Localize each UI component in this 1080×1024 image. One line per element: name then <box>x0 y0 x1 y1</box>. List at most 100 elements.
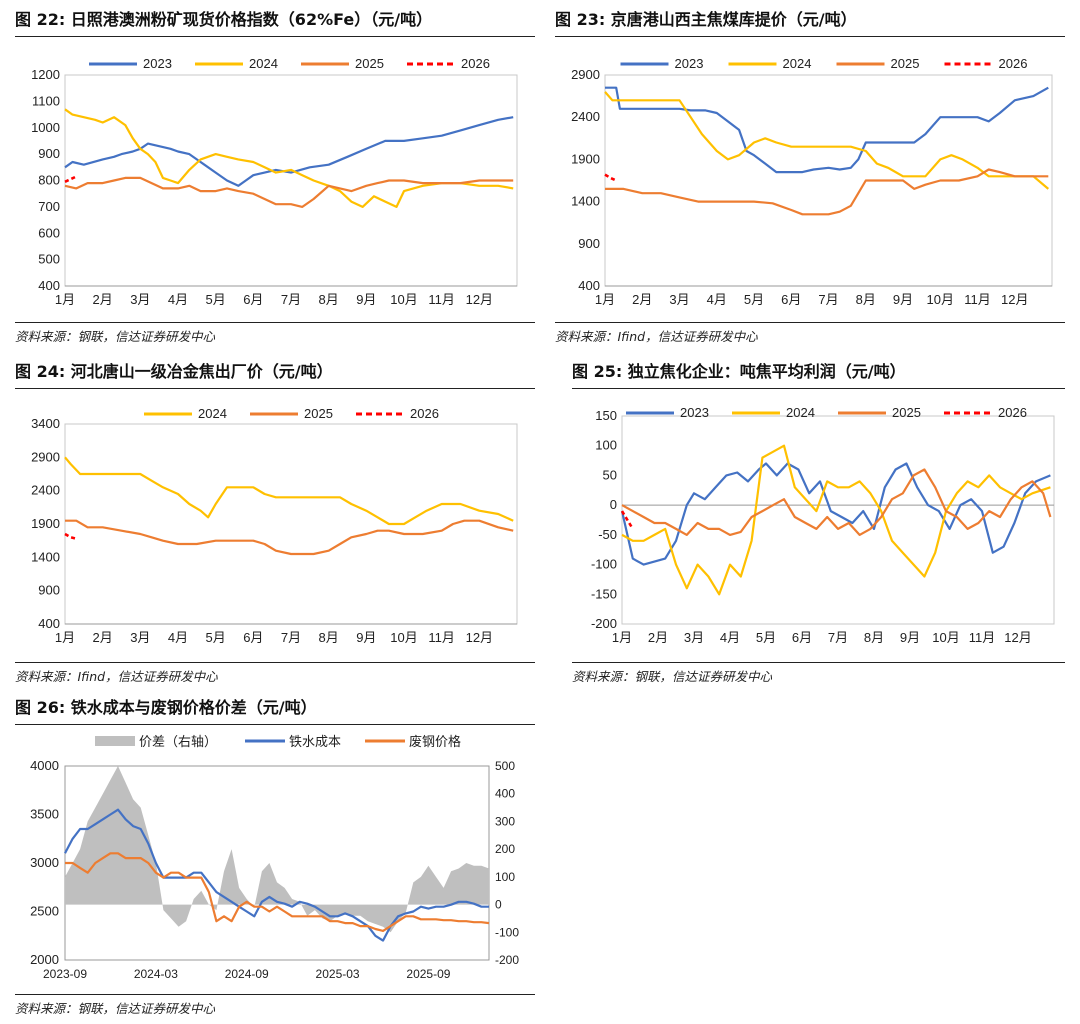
title-rule <box>572 388 1065 389</box>
legend-label: 2026 <box>410 406 439 421</box>
legend-label: 2026 <box>999 56 1028 71</box>
y2-tick-label: 300 <box>495 814 515 828</box>
x-tick-label: 8月 <box>319 292 339 307</box>
x-tick-label: 6月 <box>243 292 263 307</box>
y-tick-label: 1900 <box>31 516 60 531</box>
series-line-2026 <box>604 173 617 182</box>
y-tick-label: 1400 <box>31 549 60 564</box>
title-rule <box>15 724 535 725</box>
x-tick-label: 4月 <box>168 630 188 645</box>
x-tick-label: 5月 <box>756 630 776 645</box>
y-tick-label: 1000 <box>31 120 60 135</box>
plot-area <box>64 74 518 287</box>
y-tick-label: -200 <box>591 616 617 631</box>
y-tick-label: -50 <box>598 527 617 542</box>
y2-tick-label: -200 <box>495 953 519 967</box>
x-tick-label: 6月 <box>781 292 801 307</box>
y-tick-label: -100 <box>591 557 617 572</box>
panel-fig24: 图 24: 河北唐山一级冶金焦出厂价（元/吨） 400 900 1400 1900 24… <box>15 358 535 684</box>
x-tick-label: 2024-09 <box>225 967 269 981</box>
x-tick-label: 2月 <box>632 292 652 307</box>
x-tick-label: 7月 <box>818 292 838 307</box>
series-line-2024 <box>604 91 1050 190</box>
panel-fig22: 图 22: 日照港澳洲粉矿现货价格指数（62%Fe）（元/吨） 400 500 60… <box>15 6 535 344</box>
y-tick-label: 2900 <box>31 449 60 464</box>
x-tick-label: 2025-09 <box>406 967 450 981</box>
series-line-2025 <box>65 519 514 556</box>
y-tick-label: 2400 <box>31 483 60 498</box>
plot-area <box>621 415 1055 625</box>
x-tick-label: 9月 <box>893 292 913 307</box>
x-tick-label: 10月 <box>390 630 417 645</box>
series-line-2025 <box>605 168 1049 216</box>
y-tick-label: 600 <box>38 225 60 240</box>
x-tick-label: 7月 <box>281 630 301 645</box>
y-tick-label: 0 <box>610 497 617 512</box>
y-tick-label: 1400 <box>571 194 600 209</box>
panel-fig23: 图 23: 京唐港山西主焦煤库提价（元/吨） 400 900 1400 1900 240… <box>555 6 1065 344</box>
y-tick-label: 3400 <box>31 416 60 431</box>
title-rule <box>15 388 535 389</box>
y-tick-label: 2500 <box>30 904 59 919</box>
legend-label: 2023 <box>675 56 704 71</box>
x-tick-label: 7月 <box>281 292 301 307</box>
y2-tick-label: 400 <box>495 787 515 801</box>
series-line-2024 <box>64 456 514 526</box>
x-tick-label: 1月 <box>612 630 632 645</box>
series-line-2025 <box>64 176 514 208</box>
figure-title: 图 25: 独立焦化企业：吨焦平均利润（元/吨） <box>572 362 906 381</box>
y-tick-label: 900 <box>578 236 600 251</box>
legend-label: 2025 <box>892 405 921 420</box>
x-tick-label: 3月 <box>130 292 150 307</box>
y-tick-label: 400 <box>38 616 60 631</box>
y2-tick-label: 500 <box>495 759 515 773</box>
series-line-2024 <box>64 108 514 208</box>
panel-fig26: 图 26: 铁水成本与废钢价格价差（元/吨） 2000 2500 3000 3500 4… <box>15 694 535 1020</box>
y-tick-label: 100 <box>595 438 617 453</box>
y-tick-label: 3500 <box>30 807 59 822</box>
x-tick-label: 4月 <box>720 630 740 645</box>
y-tick-label: 2400 <box>571 109 600 124</box>
figure-title: 图 22: 日照港澳洲粉矿现货价格指数（62%Fe）（元/吨） <box>15 10 433 29</box>
y-tick-label: 2000 <box>30 952 59 967</box>
legend-swatch <box>95 736 135 746</box>
legend-label: 2024 <box>783 56 812 71</box>
series-line-2026 <box>64 532 77 540</box>
x-tick-label: 5月 <box>206 630 226 645</box>
x-tick-label: 2月 <box>93 292 113 307</box>
x-tick-label: 1月 <box>55 630 75 645</box>
figure-title: 图 26: 铁水成本与废钢价格价差（元/吨） <box>15 698 317 717</box>
series-line-2026 <box>620 510 634 530</box>
x-tick-label: 8月 <box>856 292 876 307</box>
y-tick-label: 2900 <box>571 67 600 82</box>
y-tick-label: 700 <box>38 199 60 214</box>
y2-tick-label: 0 <box>495 898 502 912</box>
x-tick-label: 8月 <box>319 630 339 645</box>
legend-label: 废钢价格 <box>409 734 461 749</box>
y-tick-label: 4000 <box>30 758 59 773</box>
legend-label: 铁水成本 <box>289 734 341 749</box>
legend-label: 2025 <box>891 56 920 71</box>
x-tick-label: 1月 <box>595 292 615 307</box>
x-tick-label: 12月 <box>1001 292 1028 307</box>
chart-coking-coal-price: 400 900 1400 1900 2400 2900 1月 2月 3月 4月 5月 6月 7月 8月 9月… <box>571 56 1053 307</box>
x-tick-label: 6月 <box>792 630 812 645</box>
x-tick-label: 11月 <box>428 292 455 307</box>
x-tick-label: 8月 <box>864 630 884 645</box>
series-line-2026 <box>64 175 77 183</box>
legend-label: 2026 <box>998 405 1027 420</box>
x-tick-label: 10月 <box>932 630 959 645</box>
title-rule <box>555 36 1065 37</box>
y-tick-label: 800 <box>38 173 60 188</box>
x-tick-label: 12月 <box>1004 630 1031 645</box>
y2-tick-label: -100 <box>495 925 519 939</box>
source-note: 资料来源：钢联，信达证券研发中心 <box>15 994 535 1017</box>
y-tick-label: -150 <box>591 586 617 601</box>
legend-label: 2024 <box>198 406 227 421</box>
chart-hot-metal-vs-scrap: 2000 2500 3000 3500 4000 -200 -100 0 100 200 300 40… <box>30 734 519 981</box>
plot-area <box>604 74 1053 287</box>
legend-label: 2026 <box>461 56 490 71</box>
y-tick-label: 500 <box>38 252 60 267</box>
legend-label: 2025 <box>304 406 333 421</box>
x-tick-label: 10月 <box>927 292 954 307</box>
